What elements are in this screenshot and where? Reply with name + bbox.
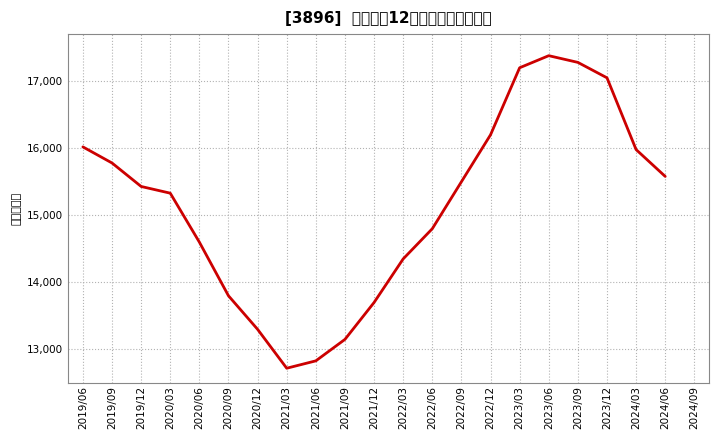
Title: [3896]  売上高の12か月移動合計の推移: [3896] 売上高の12か月移動合計の推移 [285, 11, 492, 26]
Y-axis label: （百万円）: （百万円） [11, 192, 21, 225]
